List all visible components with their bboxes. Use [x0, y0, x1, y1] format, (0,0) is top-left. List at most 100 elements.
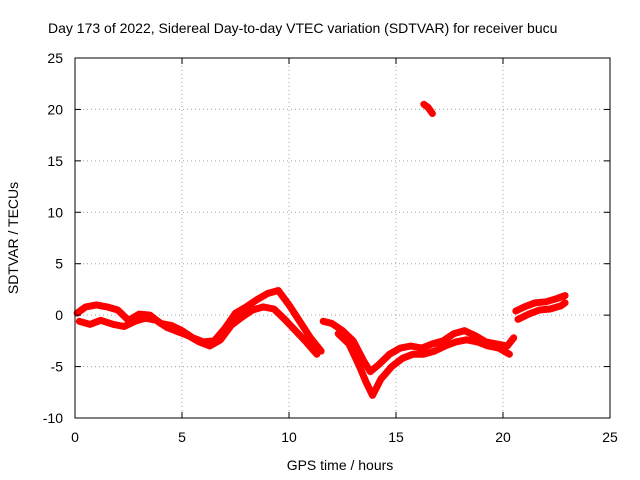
data-point — [114, 307, 121, 313]
y-tick-label: 15 — [47, 153, 63, 169]
data-point — [281, 316, 288, 323]
data-point — [440, 337, 447, 344]
data-point — [307, 334, 314, 341]
data-point — [264, 290, 271, 297]
data-point — [388, 363, 395, 370]
data-point — [429, 340, 436, 347]
data-point — [510, 334, 517, 341]
data-point — [504, 343, 511, 349]
y-tick-label: 5 — [55, 256, 63, 272]
data-point — [485, 343, 491, 349]
chart-title: Day 173 of 2022, Sidereal Day-to-day VTE… — [48, 20, 557, 36]
data-point — [562, 292, 569, 299]
x-tick-label: 0 — [71, 429, 79, 445]
data-point — [472, 332, 479, 339]
data-point — [542, 298, 549, 305]
data-point — [286, 301, 292, 308]
data-point — [408, 343, 414, 349]
y-tick-label: 25 — [47, 50, 63, 66]
data-point — [93, 301, 100, 308]
data-point — [345, 340, 352, 347]
data-point — [547, 306, 554, 312]
data-point — [74, 310, 81, 317]
data-point — [253, 296, 260, 303]
data-point — [153, 317, 160, 324]
x-tick-label: 15 — [388, 429, 404, 445]
data-point — [228, 322, 235, 329]
data-point — [420, 351, 427, 358]
data-point — [164, 324, 170, 331]
data-point — [243, 303, 250, 310]
data-point — [260, 303, 267, 310]
data-point — [536, 307, 543, 313]
data-point — [275, 287, 282, 294]
x-tick-label: 10 — [281, 429, 297, 445]
data-point — [425, 104, 432, 111]
data-point — [367, 368, 374, 375]
data-point — [369, 392, 376, 399]
x-tick-label: 20 — [495, 429, 511, 445]
data-point — [76, 318, 83, 325]
y-tick-label: 10 — [47, 204, 63, 220]
data-point — [249, 307, 256, 313]
data-point — [525, 311, 532, 318]
data-point — [136, 311, 143, 318]
data-point — [320, 318, 327, 325]
data-point — [463, 336, 470, 343]
data-point — [303, 338, 310, 345]
x-axis-title: GPS time / hours — [287, 457, 394, 473]
data-point — [206, 343, 213, 349]
data-point — [378, 375, 384, 382]
data-point — [217, 336, 224, 343]
data-point — [506, 351, 513, 358]
data-point — [296, 318, 303, 325]
x-tick-label: 25 — [602, 429, 618, 445]
data-point — [429, 110, 436, 117]
data-point — [356, 363, 363, 370]
y-tick-label: 0 — [55, 307, 63, 323]
data-point — [397, 345, 404, 352]
data-point — [335, 330, 342, 337]
data-point — [399, 355, 406, 362]
y-tick-label: -10 — [43, 410, 63, 426]
data-point — [532, 299, 539, 306]
data-points — [73, 100, 569, 399]
data-point — [375, 361, 382, 368]
data-point — [386, 351, 393, 358]
data-point — [553, 295, 560, 302]
data-point — [185, 332, 192, 339]
data-point — [431, 348, 438, 355]
data-point — [360, 358, 367, 365]
data-point — [521, 303, 528, 310]
data-point — [82, 303, 89, 310]
data-point — [313, 351, 320, 358]
data-point — [196, 338, 203, 345]
data-point — [121, 323, 128, 330]
y-tick-label: -5 — [51, 359, 64, 375]
data-point — [174, 328, 181, 335]
y-tick-labels: -10 -5 0 5 10 15 20 25 — [43, 50, 63, 426]
data-point — [292, 327, 299, 334]
data-point — [271, 306, 277, 312]
data-point — [110, 321, 117, 328]
data-point — [461, 327, 468, 334]
tick-marks — [74, 57, 611, 419]
data-point — [232, 310, 239, 317]
plot-border — [74, 57, 611, 419]
data-point — [495, 345, 502, 352]
data-point — [363, 379, 369, 385]
data-point — [515, 316, 521, 323]
data-point — [450, 330, 457, 337]
data-point — [418, 345, 425, 352]
data-point — [142, 315, 149, 322]
data-point — [131, 318, 138, 325]
data-point — [557, 302, 564, 309]
data-point — [410, 351, 417, 358]
y-tick-label: 20 — [47, 101, 63, 117]
data-point — [87, 321, 93, 328]
x-tick-labels: 0 5 10 15 20 25 — [71, 429, 618, 445]
data-point — [238, 314, 245, 321]
y-axis-title: SDTVAR / TECUs — [5, 182, 21, 294]
